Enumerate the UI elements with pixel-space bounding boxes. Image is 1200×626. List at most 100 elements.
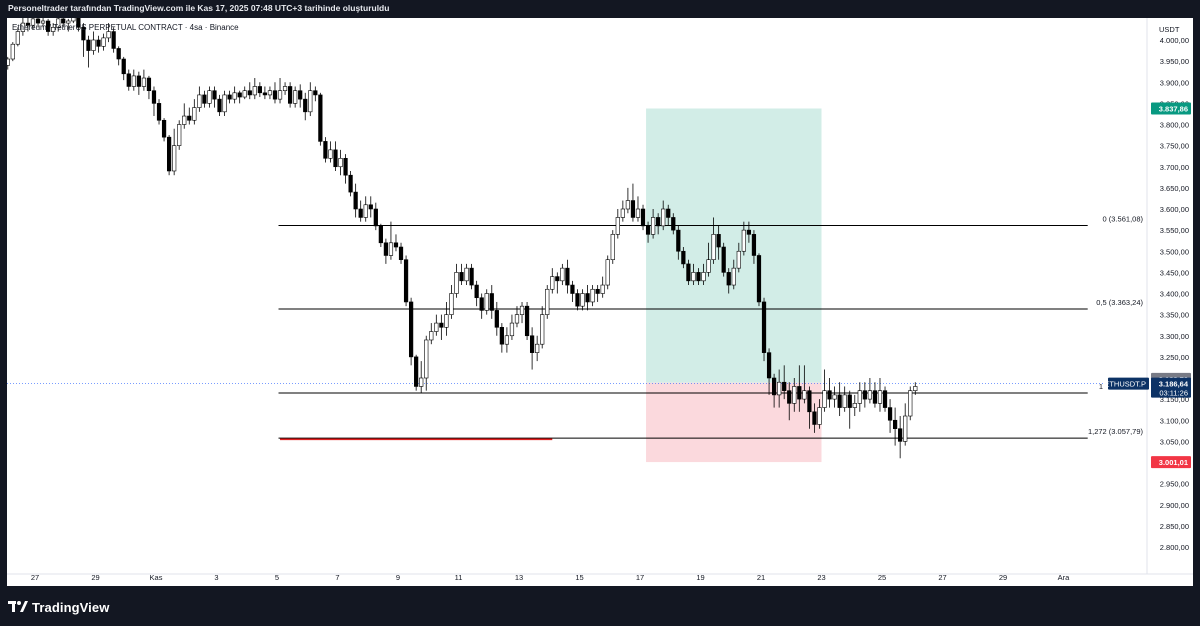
candle[interactable] xyxy=(408,297,414,366)
candle[interactable] xyxy=(696,268,701,286)
candle[interactable] xyxy=(333,141,338,171)
candle[interactable] xyxy=(852,394,857,417)
candle[interactable] xyxy=(172,128,177,176)
candle[interactable] xyxy=(232,86,237,104)
candle[interactable] xyxy=(656,213,661,235)
candle[interactable] xyxy=(605,255,610,290)
candle[interactable] xyxy=(121,56,126,81)
target-price-tag[interactable]: 3.837,86 xyxy=(1151,102,1191,115)
candle[interactable] xyxy=(807,386,812,429)
candle[interactable] xyxy=(751,230,757,264)
candle[interactable] xyxy=(766,348,772,395)
candle[interactable] xyxy=(353,183,358,218)
candle[interactable] xyxy=(262,86,268,100)
candle[interactable] xyxy=(116,46,121,66)
candle[interactable] xyxy=(10,42,15,62)
candle[interactable] xyxy=(323,137,328,163)
candle[interactable] xyxy=(343,154,348,184)
candle[interactable] xyxy=(650,209,656,239)
candle[interactable] xyxy=(469,263,474,290)
candle[interactable] xyxy=(877,378,883,412)
candle[interactable] xyxy=(857,382,862,412)
candle[interactable] xyxy=(187,107,192,125)
candle[interactable] xyxy=(96,35,101,53)
candle[interactable] xyxy=(731,259,736,290)
candle[interactable] xyxy=(76,18,81,32)
candle[interactable] xyxy=(338,149,343,176)
candle[interactable] xyxy=(459,263,464,286)
candle[interactable] xyxy=(726,268,731,294)
candle[interactable] xyxy=(474,280,479,307)
chart-area[interactable]: 0 (3.561,08) 0,5 (3.363,24) 1 1,272 (3.057,… xyxy=(7,18,1193,586)
candle[interactable] xyxy=(267,86,273,100)
candle[interactable] xyxy=(146,75,152,100)
candle[interactable] xyxy=(555,272,560,294)
candle[interactable] xyxy=(237,90,242,104)
candle[interactable] xyxy=(898,416,903,459)
candle[interactable] xyxy=(15,27,20,47)
tradingview-logo[interactable]: TradingView xyxy=(8,597,109,617)
candle[interactable] xyxy=(802,365,807,404)
candle[interactable] xyxy=(106,23,111,43)
candle[interactable] xyxy=(222,90,227,117)
candle[interactable] xyxy=(272,82,278,104)
candle[interactable] xyxy=(535,335,540,362)
candle[interactable] xyxy=(368,196,373,218)
candle[interactable] xyxy=(141,69,147,91)
candle[interactable] xyxy=(575,289,580,311)
candle[interactable] xyxy=(872,382,878,408)
candle[interactable] xyxy=(545,285,550,319)
candle[interactable] xyxy=(570,280,575,302)
candle[interactable] xyxy=(348,170,353,197)
candle[interactable] xyxy=(771,373,777,408)
candle[interactable] xyxy=(393,234,399,252)
candle[interactable] xyxy=(378,223,383,248)
target-zone[interactable] xyxy=(646,108,822,383)
candle[interactable] xyxy=(419,361,424,393)
candle[interactable] xyxy=(711,217,716,264)
candle[interactable] xyxy=(847,390,852,429)
candle[interactable] xyxy=(247,82,252,100)
candle[interactable] xyxy=(166,135,172,176)
candle[interactable] xyxy=(45,18,51,36)
candle[interactable] xyxy=(892,407,898,446)
candle[interactable] xyxy=(434,314,439,336)
candle[interactable] xyxy=(524,301,530,340)
candle[interactable] xyxy=(842,386,847,412)
candle[interactable] xyxy=(782,365,787,400)
candle[interactable] xyxy=(661,200,666,231)
candle[interactable] xyxy=(328,141,333,163)
candle[interactable] xyxy=(444,301,449,336)
candle[interactable] xyxy=(86,35,91,68)
candle[interactable] xyxy=(56,18,61,32)
candle[interactable] xyxy=(66,18,71,32)
candle[interactable] xyxy=(625,187,631,214)
candle[interactable] xyxy=(797,365,802,412)
candle[interactable] xyxy=(600,276,605,298)
candle[interactable] xyxy=(812,403,817,433)
candle[interactable] xyxy=(867,378,873,404)
candle[interactable] xyxy=(217,94,222,117)
candle[interactable] xyxy=(615,209,620,239)
candle[interactable] xyxy=(177,120,182,150)
candle[interactable] xyxy=(227,90,232,104)
candle[interactable] xyxy=(721,242,726,277)
candle[interactable] xyxy=(585,285,590,311)
candle[interactable] xyxy=(681,247,686,269)
candle[interactable] xyxy=(671,213,676,235)
candle[interactable] xyxy=(388,221,394,260)
candle[interactable] xyxy=(540,306,545,349)
candle[interactable] xyxy=(449,285,454,319)
candle[interactable] xyxy=(257,82,262,98)
candle[interactable] xyxy=(630,183,636,222)
candle[interactable] xyxy=(282,82,288,95)
candle[interactable] xyxy=(242,86,247,100)
candle[interactable] xyxy=(383,238,389,264)
candle[interactable] xyxy=(620,200,625,222)
candle[interactable] xyxy=(35,18,41,28)
candle[interactable] xyxy=(741,221,746,256)
candle[interactable] xyxy=(666,204,671,226)
candle[interactable] xyxy=(192,99,197,125)
candle[interactable] xyxy=(313,86,318,102)
candle[interactable] xyxy=(151,86,157,117)
